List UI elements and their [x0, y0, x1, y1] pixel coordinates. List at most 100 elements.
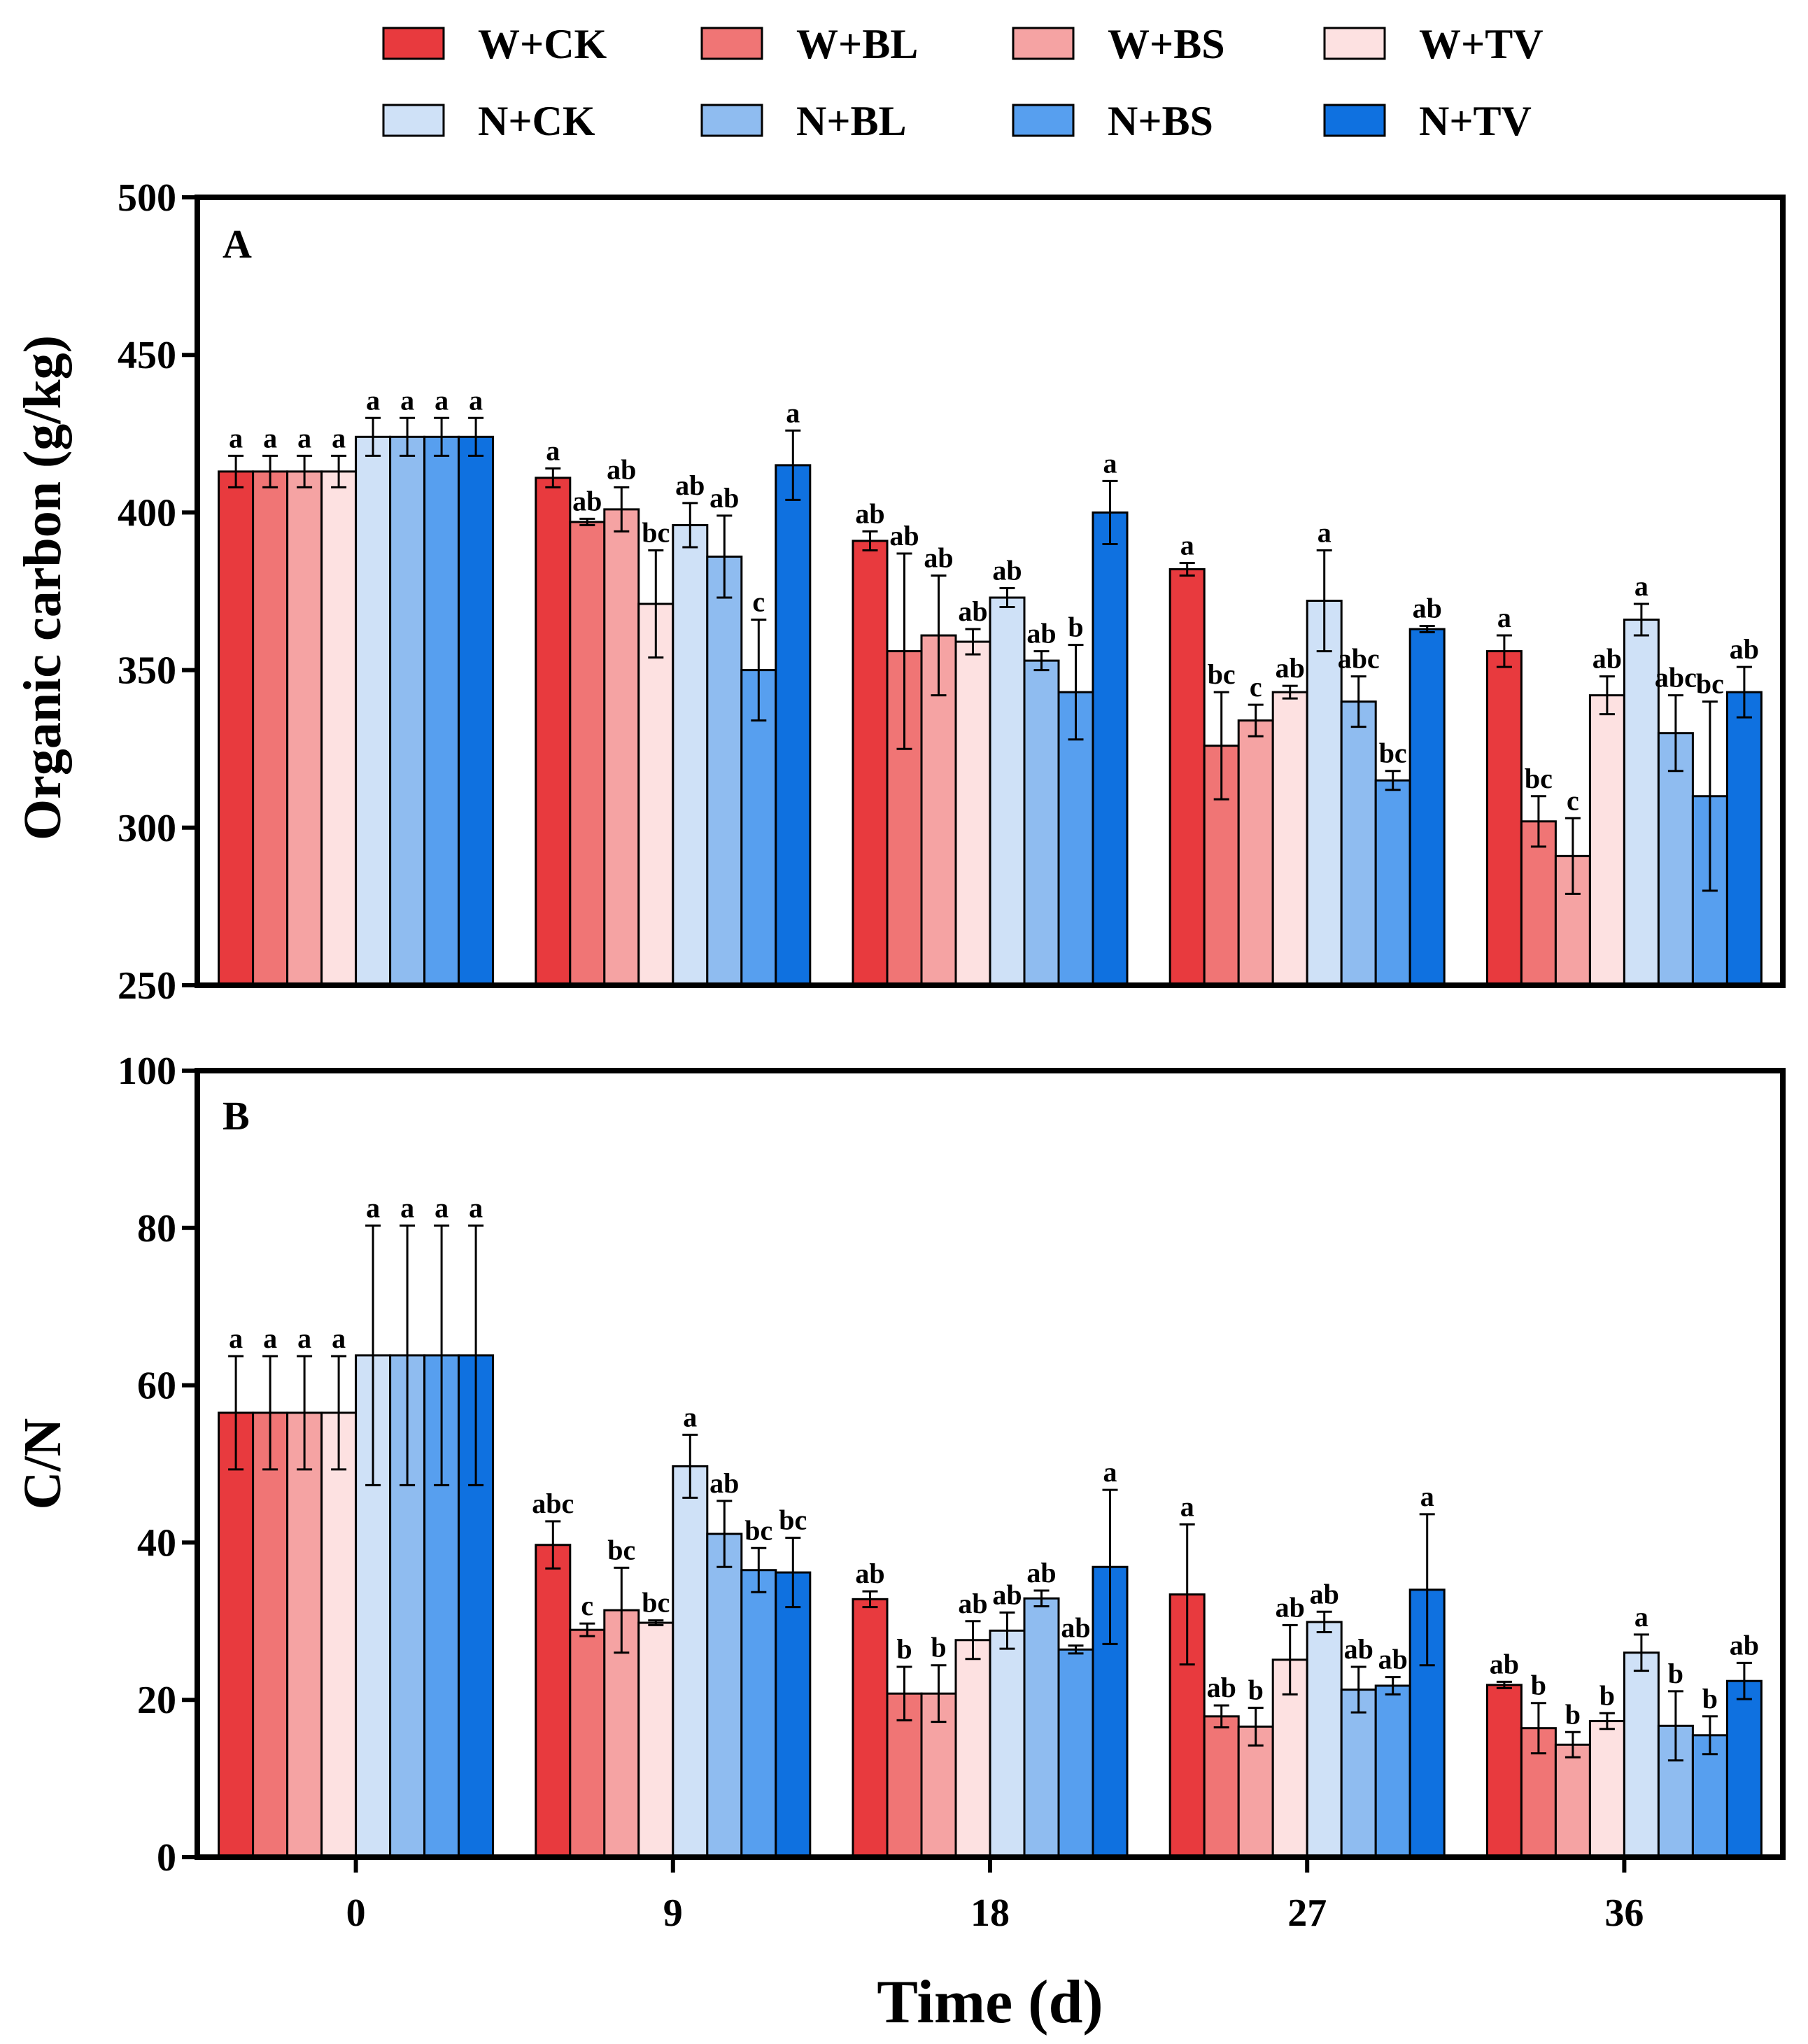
legend-label-w-tv: W+TV	[1419, 21, 1544, 67]
bar	[1023, 659, 1060, 987]
bar	[1408, 628, 1446, 987]
legend-swatch-w-bl	[700, 27, 763, 60]
significance-label: c	[581, 1590, 593, 1621]
y-tick-label: 450	[118, 334, 176, 377]
legend-swatch-n-bs	[1012, 104, 1075, 137]
legend-label-w-bs: W+BS	[1108, 21, 1225, 67]
bar	[852, 1598, 889, 1859]
significance-label: a	[263, 1323, 277, 1354]
y-tick-label: 60	[137, 1365, 176, 1408]
legend-label-w-bl: W+BL	[796, 21, 918, 67]
x-tick-label: 18	[970, 1891, 1010, 1935]
significance-label: ab	[709, 1467, 739, 1499]
bar	[1588, 694, 1625, 987]
bar	[989, 1629, 1026, 1859]
significance-label: a	[366, 384, 380, 416]
significance-label: ab	[855, 498, 884, 529]
significance-label: b	[1248, 1674, 1264, 1705]
bar	[989, 596, 1026, 987]
significance-label: ab	[607, 453, 636, 485]
significance-label: ab	[889, 520, 919, 551]
y-tick-label: 80	[137, 1207, 176, 1250]
significance-label: c	[752, 586, 765, 618]
significance-label: ab	[675, 470, 705, 501]
plot-frame	[195, 195, 1786, 988]
significance-label: ab	[1207, 1672, 1236, 1703]
bar	[1485, 1684, 1523, 1859]
bar	[1306, 600, 1343, 987]
significance-label: a	[332, 1323, 346, 1354]
bar	[740, 1569, 777, 1859]
bar	[954, 1639, 991, 1859]
significance-label: ab	[1310, 1578, 1339, 1609]
bar	[852, 540, 889, 987]
significance-label: ab	[992, 1579, 1022, 1610]
bar	[389, 435, 426, 987]
significance-label: ab	[958, 595, 987, 627]
bar	[954, 640, 991, 987]
bar	[252, 470, 289, 987]
y-tick-label: 0	[157, 1836, 176, 1880]
significance-label: b	[1668, 1658, 1683, 1689]
significance-label: a	[1180, 529, 1194, 561]
significance-label: ab	[992, 554, 1022, 586]
y-tick-label: 250	[118, 964, 176, 1008]
significance-label: bc	[1696, 668, 1724, 700]
bar	[1092, 511, 1129, 987]
significance-label: abc	[532, 1488, 574, 1519]
bar	[1271, 691, 1308, 987]
bar	[637, 1621, 675, 1859]
significance-label: a	[229, 422, 243, 453]
panel-tag-b: B	[223, 1093, 250, 1139]
legend-label-w-ck: W+CK	[478, 21, 607, 67]
bar	[1340, 1689, 1377, 1859]
x-tick-label: 27	[1287, 1891, 1327, 1935]
bar	[286, 1411, 323, 1859]
bar	[423, 435, 460, 987]
y-tick-label: 350	[118, 649, 176, 693]
legend: W+CK W+BL W+BS W+TV N+CK N+BL N+BS N+TV	[382, 21, 1544, 144]
significance-label: a	[683, 1401, 697, 1432]
bar	[706, 555, 743, 987]
significance-label: ab	[1276, 1591, 1305, 1623]
y-tick-label: 20	[137, 1679, 176, 1722]
bar	[535, 1544, 572, 1859]
significance-label: ab	[1344, 1633, 1373, 1665]
legend-swatch-n-ck	[382, 104, 445, 137]
significance-label: ab	[1026, 1557, 1056, 1588]
bar	[775, 464, 812, 987]
bar	[320, 1411, 358, 1859]
legend-swatch-n-tv	[1323, 104, 1386, 137]
significance-label: bc	[642, 1587, 670, 1619]
significance-label: bc	[642, 516, 670, 548]
bar	[535, 477, 572, 987]
legend-swatch-w-bs	[1012, 27, 1075, 60]
significance-label: a	[435, 1192, 449, 1223]
bar	[637, 602, 675, 987]
significance-label: a	[1103, 447, 1117, 479]
significance-label: a	[1420, 1481, 1434, 1512]
bar	[1057, 1648, 1094, 1859]
significance-label: ab	[1490, 1648, 1519, 1679]
bar	[1168, 568, 1206, 987]
x-tick-label: 9	[663, 1891, 683, 1935]
y-tick-label: 40	[137, 1521, 176, 1565]
significance-label: b	[1702, 1683, 1718, 1714]
significance-label: a	[1180, 1491, 1194, 1523]
legend-label-n-tv: N+TV	[1419, 98, 1532, 144]
bar	[1725, 1679, 1763, 1859]
y-tick-label: 500	[118, 176, 176, 220]
x-tick-label: 0	[346, 1891, 366, 1935]
significance-label: ab	[1026, 618, 1056, 649]
significance-label: bc	[1208, 658, 1236, 690]
bar	[1485, 650, 1523, 987]
significance-label: a	[332, 422, 346, 453]
bar	[320, 470, 358, 987]
significance-label: b	[1531, 1670, 1546, 1701]
y-axis-title-a: Organic carbon (g/kg)	[13, 335, 72, 840]
significance-label: a	[263, 422, 277, 453]
legend-swatch-n-bl	[700, 104, 763, 137]
significance-label: b	[1599, 1679, 1615, 1711]
